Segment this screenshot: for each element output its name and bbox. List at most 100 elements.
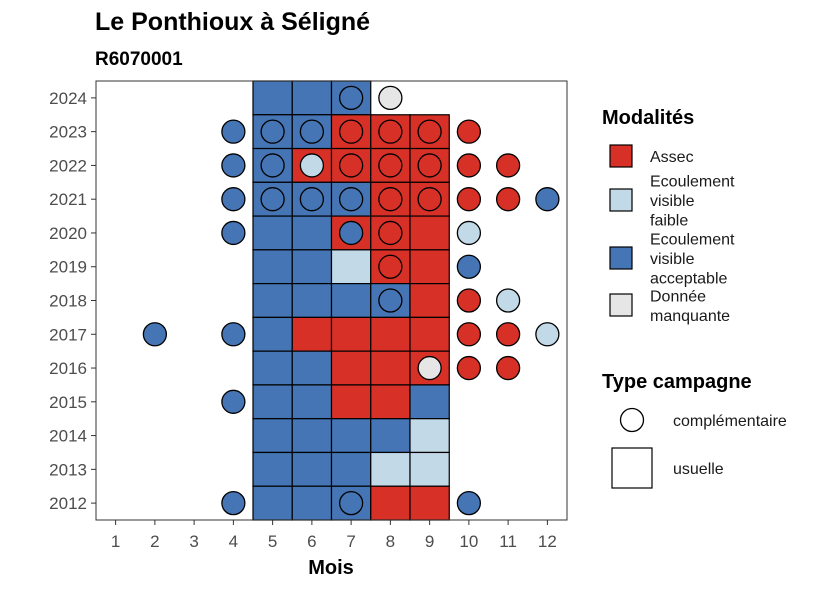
point-2016-9: [417, 355, 442, 381]
point-2017-12: [535, 322, 560, 347]
tile-2020-6: [291, 215, 333, 251]
legend-key-assec: [609, 144, 633, 168]
chart-subtitle: R6070001: [95, 49, 183, 70]
tile-2019-6: [291, 249, 333, 285]
x-tick-label: 4: [229, 532, 238, 551]
x-tick-label: 6: [307, 532, 316, 551]
point-2023-6: [299, 119, 325, 144]
x-tick-label: 5: [268, 532, 277, 551]
chart-title: Le Ponthioux à Séligné: [95, 8, 370, 36]
point-2019-8: [378, 254, 403, 279]
x-tick-label: 7: [346, 532, 355, 551]
tile-2014-5: [252, 418, 293, 454]
point-2021-6: [299, 187, 325, 212]
y-tick-label: 2015: [49, 393, 87, 412]
tile-2019-9: [409, 249, 450, 285]
tile-2020-9: [409, 215, 450, 251]
legend-label-acceptable: Ecoulement: [650, 232, 735, 249]
point-2012-4: [221, 490, 246, 516]
point-2012-7: [338, 490, 364, 516]
tile-2017-7: [330, 316, 372, 352]
tile-2016-7: [330, 350, 372, 386]
tile-2013-5: [252, 451, 293, 487]
x-tick-label: 12: [538, 532, 557, 551]
x-tick-label: 2: [150, 532, 159, 551]
point-2017-2: [142, 322, 168, 347]
point-2022-7: [338, 153, 364, 178]
tile-2016-8: [370, 350, 411, 386]
y-tick-label: 2012: [49, 494, 87, 513]
tile-2014-6: [291, 418, 333, 454]
point-2023-9: [417, 119, 442, 144]
y-axis: 2012 2013 2014 2015 2016 2017 2018 2019 2020 2021…: [49, 89, 96, 513]
point-2023-4: [221, 119, 246, 144]
point-2021-10: [456, 187, 482, 212]
y-tick-label: 2014: [49, 427, 87, 446]
tile-2018-6: [291, 283, 333, 318]
legend-key-faible: [609, 188, 633, 212]
legend-label-assec: Assec: [650, 149, 694, 166]
legend-campagne-title: Type campagne: [602, 371, 752, 393]
x-axis: 1 2 3 4 5 6 7 8 9 10 11 12: [111, 520, 557, 551]
tile-2015-7: [330, 384, 372, 420]
legend-label-complementaire: complémentaire: [673, 413, 787, 430]
x-tick-label: 1: [111, 532, 120, 551]
point-2020-8: [378, 220, 403, 246]
y-tick-label: 2019: [49, 258, 87, 277]
point-2017-11: [495, 322, 521, 347]
tile-2012-6: [291, 485, 333, 521]
tile-2020-5: [252, 215, 293, 251]
legend-label-manquante: Donnée: [650, 288, 706, 305]
point-2023-8: [378, 119, 403, 144]
y-tick-label: 2020: [49, 224, 87, 243]
tile-2012-9: [409, 485, 450, 521]
tile-2024-6: [291, 80, 333, 116]
tile-2019-7: [330, 249, 372, 285]
point-2022-5: [260, 153, 285, 178]
legend-label-faible: visible: [650, 193, 695, 210]
point-2022-6: [299, 153, 325, 178]
tile-2013-9: [409, 451, 450, 487]
y-tick-label: 2021: [49, 190, 87, 209]
point-2015-4: [221, 389, 246, 414]
point-2021-8: [378, 187, 403, 212]
point-2017-10: [456, 322, 482, 347]
tile-2017-8: [370, 316, 411, 352]
tile-2012-5: [252, 485, 293, 521]
tile-2017-6: [291, 316, 333, 352]
point-2024-7: [338, 85, 364, 111]
point-2018-10: [456, 288, 482, 313]
point-2023-7: [338, 119, 364, 144]
legend-label-acceptable: acceptable: [650, 271, 727, 288]
point-2018-8: [378, 288, 403, 313]
tile-2015-9: [409, 384, 450, 420]
legend-label-faible: faible: [650, 213, 688, 230]
legend-label-acceptable: visible: [650, 251, 695, 268]
legend-square-key: [611, 447, 653, 489]
point-2021-12: [535, 187, 560, 212]
point-2021-7: [338, 187, 364, 212]
tile-2013-8: [370, 451, 411, 487]
tile-2018-7: [330, 283, 372, 318]
tile-2014-9: [409, 418, 450, 454]
tile-2016-6: [291, 350, 333, 386]
legend: Modalités Assec Ecoulement visible faible Eco…: [602, 107, 787, 489]
point-2021-5: [260, 187, 285, 212]
tile-2017-9: [409, 316, 450, 352]
point-2022-4: [221, 153, 246, 178]
legend-key-acceptable: [609, 246, 633, 270]
legend-key-manquante: [609, 293, 633, 317]
point-2012-10: [456, 490, 482, 516]
x-axis-title: Mois: [308, 557, 354, 579]
tile-2012-8: [370, 485, 411, 521]
point-2022-11: [495, 153, 521, 178]
tile-2015-6: [291, 384, 333, 420]
x-tick-label: 9: [425, 532, 434, 551]
tile-2014-7: [330, 418, 372, 454]
point-2017-4: [221, 322, 246, 347]
plot-panel: [95, 80, 568, 521]
point-2020-4: [221, 220, 246, 246]
y-tick-label: 2013: [49, 460, 87, 479]
point-2016-10: [456, 355, 482, 381]
